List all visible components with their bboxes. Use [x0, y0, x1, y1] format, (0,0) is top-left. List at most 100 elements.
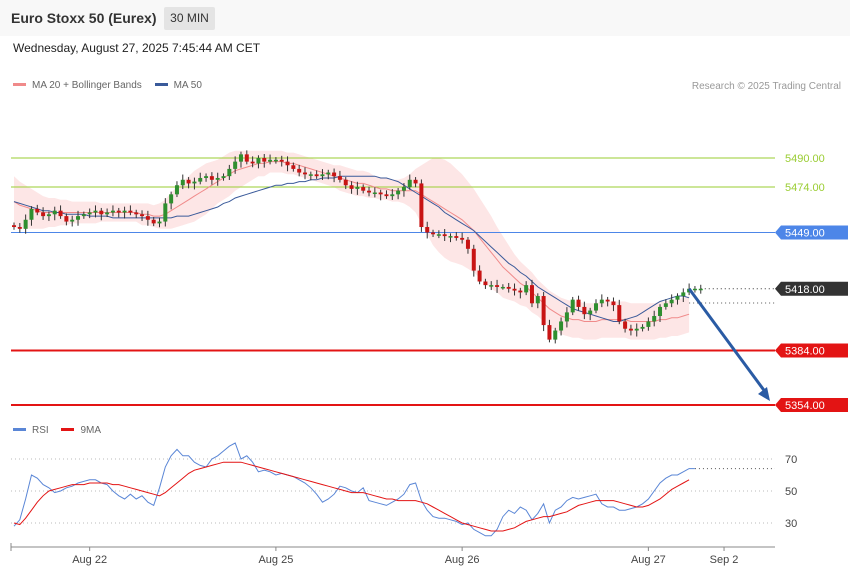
legend-label-ma20-bb: MA 20 + Bollinger Bands [32, 80, 142, 91]
candle-body [605, 299, 610, 302]
candle-body [297, 168, 302, 173]
legend-label-9ma: 9MA [80, 425, 102, 436]
level-label: 5490.00 [785, 153, 825, 165]
rsi-line [13, 442, 695, 537]
candle-body [529, 285, 534, 304]
candle-body [151, 219, 156, 224]
x-axis-label: Aug 22 [72, 554, 107, 566]
candle-body [122, 210, 127, 213]
level-label: 5354.00 [785, 400, 825, 412]
candle-body [669, 299, 674, 304]
x-axis-label: Aug 25 [258, 554, 293, 566]
candle-body [320, 174, 325, 177]
candle-body [553, 330, 558, 340]
trend-arrow-head [758, 387, 770, 401]
candle-body [169, 194, 174, 204]
timestamp: Wednesday, August 27, 2025 7:45:44 AM CE… [13, 41, 261, 55]
candle-body [692, 288, 697, 291]
candle-body [454, 236, 459, 238]
candle-body [628, 328, 633, 331]
candle-body [448, 236, 453, 238]
candle-body [58, 210, 63, 217]
candle-body [81, 214, 86, 217]
legend-label-ma50: MA 50 [173, 80, 202, 91]
candle-body [349, 185, 354, 189]
candle-body [599, 299, 604, 304]
candle-body [35, 208, 40, 213]
bollinger-band [14, 150, 690, 340]
candle-body [396, 190, 401, 195]
candle-body [495, 285, 500, 287]
candle-body [663, 303, 668, 307]
x-axis: Aug 22 Aug 25 Aug 26 Aug 27 Sep 2 [10, 543, 775, 566]
rsi-panel: 70 50 30 [11, 442, 797, 537]
candle-body [512, 288, 517, 291]
candle-body [23, 219, 28, 229]
legend-item-rsi: RSI [13, 425, 49, 436]
candle-body [390, 194, 395, 197]
candle-body [76, 216, 81, 220]
candle-body [465, 239, 470, 249]
candle-body [623, 321, 628, 329]
candle-body [588, 310, 593, 315]
level-label: 5384.00 [785, 346, 825, 358]
candle-body [186, 179, 191, 184]
candle-body [372, 192, 377, 195]
candle-body [163, 203, 168, 222]
candle-body [506, 286, 511, 289]
price-levels: 5490.00 5474.00 5449.00 5418.00 5384.00 5354.… [11, 153, 848, 412]
candle-body [174, 185, 179, 195]
candle-body [238, 154, 243, 162]
level-tag [775, 398, 848, 412]
candle-body [87, 212, 92, 215]
candle-body [140, 214, 145, 217]
candle-body [145, 216, 150, 220]
candle-body [64, 216, 69, 222]
legend-swatch-9ma [61, 427, 75, 431]
candle-body [460, 237, 465, 240]
candle-body [204, 176, 209, 178]
legend-swatch-ma20-bb [13, 82, 26, 86]
candle-body [355, 187, 360, 189]
candle-body [192, 181, 197, 184]
legend-swatch-ma50 [154, 82, 168, 86]
candle-body [332, 172, 337, 177]
candle-body [337, 176, 342, 180]
candle-body [652, 316, 657, 322]
candle-body [559, 321, 564, 331]
level-tag [775, 225, 848, 240]
level-label: 5449.00 [785, 227, 825, 239]
candle-body [52, 210, 57, 215]
legend-swatch-rsi [13, 427, 26, 431]
bollinger-fill [14, 150, 690, 340]
candle-body [367, 190, 372, 193]
header-bar: Euro Stoxx 50 (Eurex) 30 MIN [0, 0, 850, 36]
candle-body [46, 214, 51, 217]
legend-label-rsi: RSI [32, 425, 49, 436]
candle-body [524, 285, 529, 293]
candle-body [564, 312, 569, 322]
candle-body [477, 270, 482, 282]
legend-item-ma20-bb: MA 20 + Bollinger Bands [13, 80, 142, 91]
ma50-line [13, 175, 690, 322]
x-axis-label: Sep 2 [710, 554, 739, 566]
candle-body [326, 172, 331, 175]
candle-body [279, 159, 284, 162]
candle-body [227, 168, 232, 177]
candle-body [99, 210, 104, 215]
candle-body [29, 208, 34, 220]
timeframe-badge[interactable]: 30 MIN [164, 7, 215, 30]
candle-body [291, 165, 296, 169]
candle-body [576, 299, 581, 307]
candle-body [594, 303, 598, 311]
candle-body [198, 177, 203, 182]
candle-body [12, 225, 16, 228]
candle-body [547, 325, 552, 340]
main-legend: MA 20 + Bollinger Bands MA 50 [13, 80, 202, 91]
candle-body [93, 210, 98, 213]
candle-body [634, 328, 639, 331]
candle-body [343, 179, 348, 186]
candle-body [262, 158, 267, 162]
candle-body [378, 192, 383, 195]
candle-body [285, 161, 290, 166]
